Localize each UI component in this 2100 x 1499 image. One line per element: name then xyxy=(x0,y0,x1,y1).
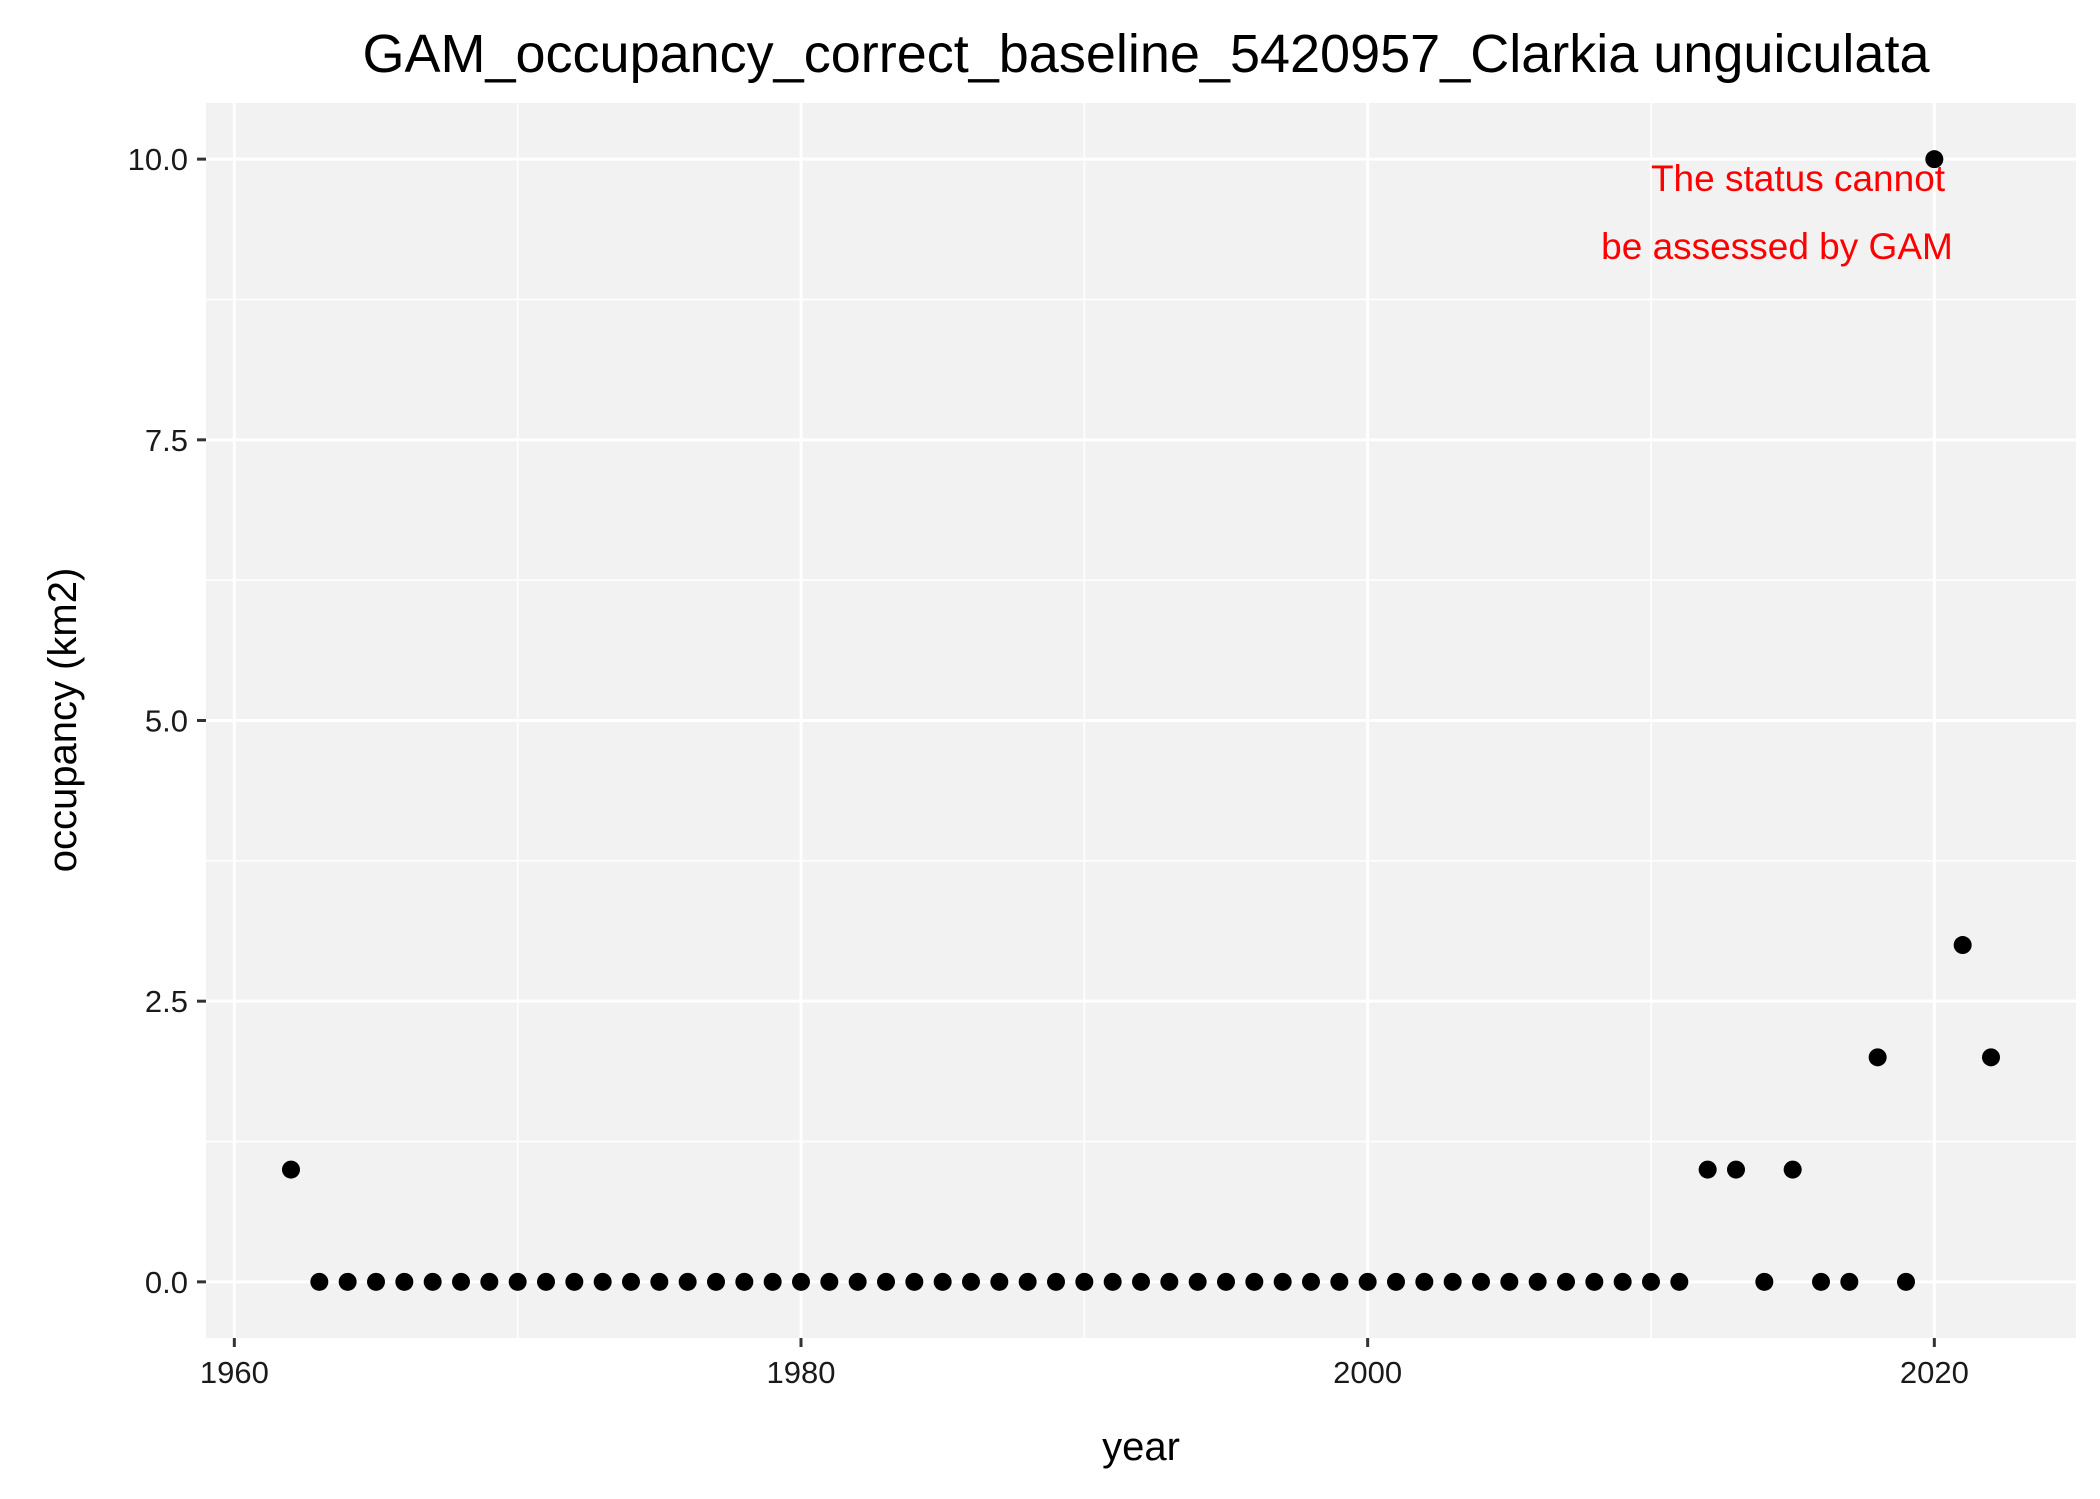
data-point xyxy=(1982,1048,2000,1067)
data-point xyxy=(1868,1048,1887,1067)
data-point xyxy=(848,1272,867,1291)
data-point xyxy=(508,1272,527,1291)
data-point xyxy=(338,1272,357,1291)
data-point xyxy=(537,1272,555,1291)
data-point xyxy=(905,1272,924,1291)
y-tick-label: 2.5 xyxy=(145,984,188,1019)
data-point xyxy=(792,1272,810,1291)
data-point xyxy=(877,1272,895,1291)
data-point xyxy=(707,1272,725,1291)
data-point xyxy=(1075,1272,1094,1291)
data-point xyxy=(622,1272,640,1291)
data-point xyxy=(1727,1160,1745,1179)
y-axis-title: occupancy (km2) xyxy=(41,568,85,873)
data-point xyxy=(593,1272,612,1291)
data-point xyxy=(1925,150,1944,169)
data-point xyxy=(1670,1272,1689,1291)
data-point xyxy=(1217,1272,1235,1291)
data-point xyxy=(1897,1272,1915,1291)
data-point xyxy=(990,1272,1009,1291)
data-point xyxy=(1415,1272,1434,1291)
data-point xyxy=(1783,1160,1802,1179)
data-point xyxy=(1528,1272,1547,1291)
data-point xyxy=(1500,1272,1519,1291)
y-tick-label: 7.5 xyxy=(145,423,188,458)
data-point xyxy=(1755,1272,1774,1291)
data-point xyxy=(1302,1272,1320,1291)
data-point xyxy=(1188,1272,1207,1291)
data-point xyxy=(933,1272,952,1291)
data-point xyxy=(1472,1272,1490,1291)
data-point xyxy=(1047,1272,1065,1291)
data-point xyxy=(678,1272,697,1291)
data-point xyxy=(565,1272,584,1291)
data-point xyxy=(1698,1160,1717,1179)
data-point xyxy=(1132,1272,1150,1291)
annotation-line-1: The status cannot xyxy=(1651,158,1946,199)
data-point xyxy=(395,1272,414,1291)
data-point xyxy=(310,1272,329,1291)
chart-title: GAM_occupancy_correct_baseline_5420957_C… xyxy=(362,24,1930,84)
data-point xyxy=(1953,936,1972,955)
data-point xyxy=(735,1272,754,1291)
y-tick-label: 10.0 xyxy=(128,142,188,177)
y-tick-label: 5.0 xyxy=(145,704,188,739)
x-axis: 1960 1980 2000 2020 xyxy=(200,1338,1969,1390)
annotation-line-2: be assessed by GAM xyxy=(1601,226,1953,267)
data-point xyxy=(763,1272,782,1291)
data-point xyxy=(1642,1272,1660,1291)
data-point xyxy=(1585,1272,1604,1291)
x-tick-label: 1960 xyxy=(200,1355,269,1390)
x-tick-label: 2020 xyxy=(1900,1355,1969,1390)
data-point xyxy=(1443,1272,1462,1291)
data-point xyxy=(1160,1272,1179,1291)
data-point xyxy=(1330,1272,1349,1291)
data-point xyxy=(1358,1272,1377,1291)
data-point xyxy=(1557,1272,1575,1291)
data-point xyxy=(1018,1272,1037,1291)
data-point xyxy=(962,1272,980,1291)
y-tick-label: 0.0 xyxy=(145,1265,188,1300)
data-point xyxy=(282,1160,300,1179)
data-point xyxy=(1245,1272,1264,1291)
data-points xyxy=(282,150,2000,1291)
data-point xyxy=(820,1272,839,1291)
status-annotation: The status cannot be assessed by GAM xyxy=(1601,158,1953,267)
data-point xyxy=(1387,1272,1405,1291)
data-point xyxy=(1812,1272,1830,1291)
x-tick-label: 2000 xyxy=(1333,1355,1402,1390)
x-tick-label: 1980 xyxy=(767,1355,836,1390)
data-point xyxy=(650,1272,669,1291)
data-point xyxy=(452,1272,470,1291)
x-axis-title: year xyxy=(1102,1425,1180,1469)
y-axis: 0.0 2.5 5.0 7.5 10.0 xyxy=(128,142,206,1300)
data-point xyxy=(1613,1272,1632,1291)
data-point xyxy=(480,1272,499,1291)
data-point xyxy=(1840,1272,1859,1291)
data-point xyxy=(367,1272,385,1291)
data-point xyxy=(1273,1272,1292,1291)
data-point xyxy=(1103,1272,1122,1291)
data-point xyxy=(423,1272,442,1291)
